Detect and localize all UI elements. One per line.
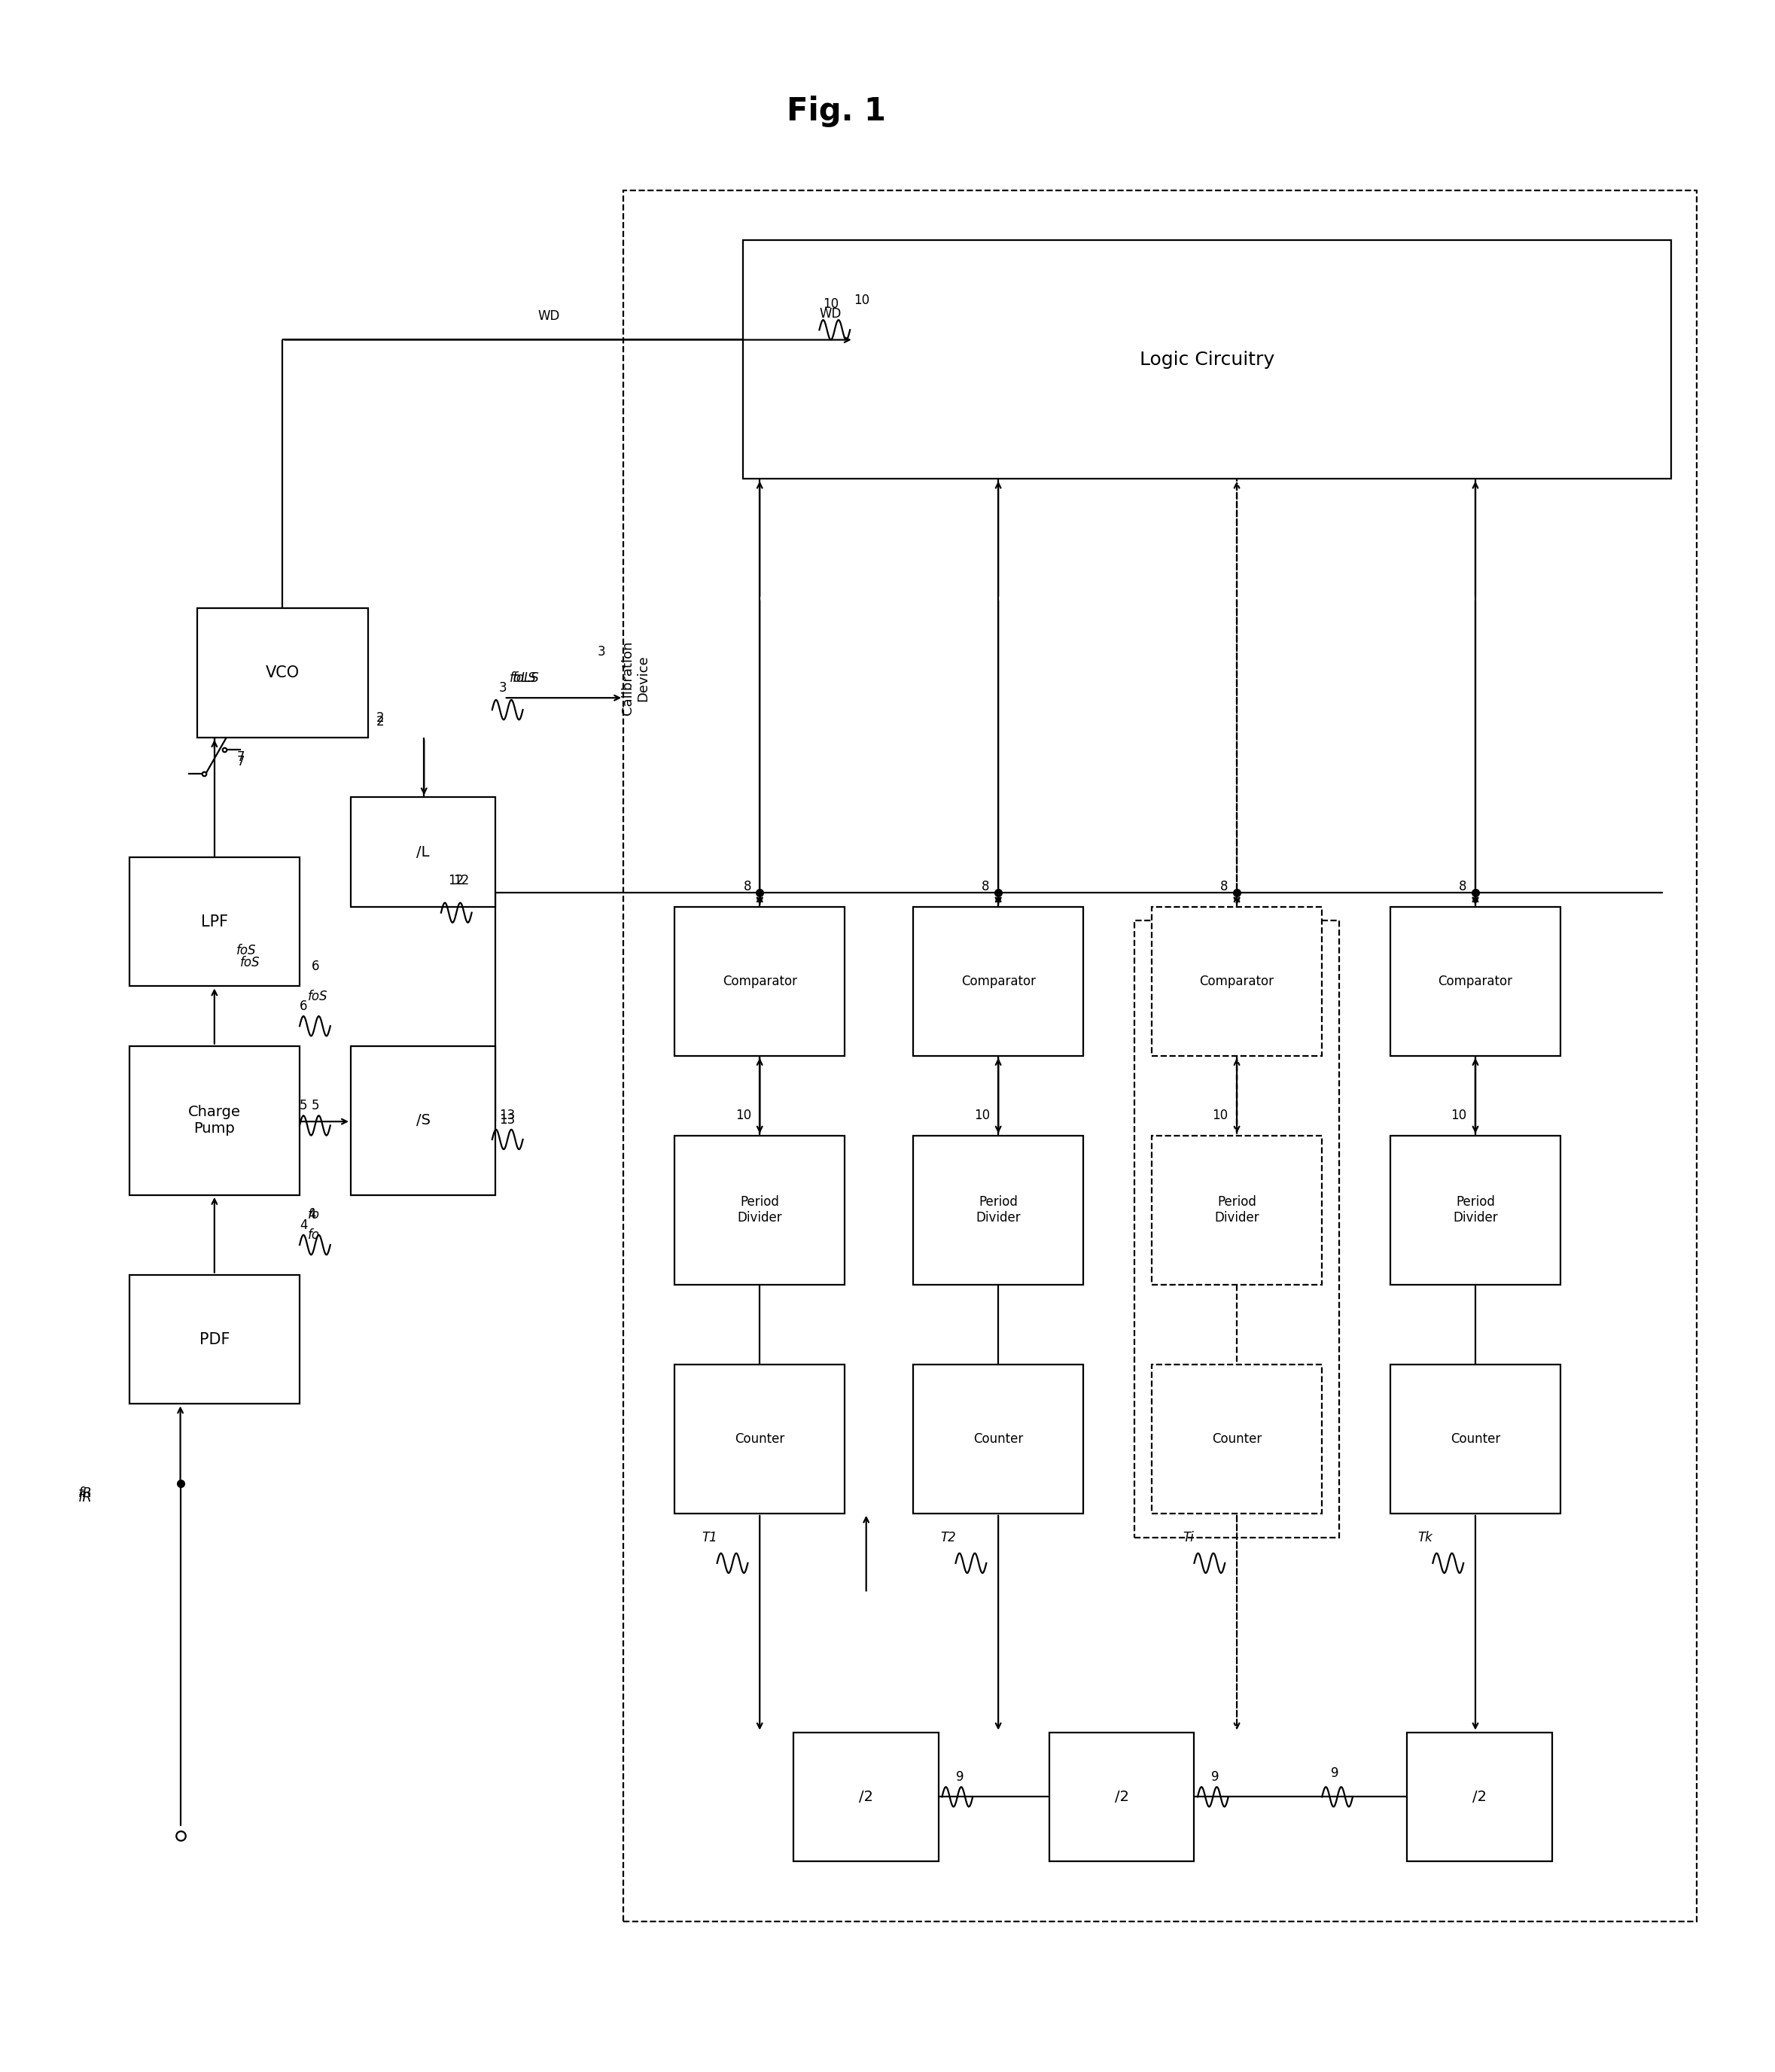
- Text: Period
Divider: Period Divider: [737, 1196, 783, 1225]
- Text: Counter: Counter: [735, 1432, 785, 1446]
- Text: foLS: foLS: [509, 671, 536, 684]
- Text: WD: WD: [820, 307, 841, 321]
- Text: fR: fR: [78, 1488, 92, 1500]
- Text: Comparator: Comparator: [960, 974, 1035, 988]
- Text: 5: 5: [312, 1098, 320, 1113]
- FancyBboxPatch shape: [912, 1363, 1083, 1513]
- Text: 10: 10: [824, 296, 838, 311]
- Text: 9: 9: [1331, 1765, 1338, 1780]
- Text: 9: 9: [955, 1769, 964, 1784]
- Text: VCO: VCO: [266, 665, 300, 680]
- Text: Logic Circuitry: Logic Circuitry: [1140, 350, 1274, 369]
- FancyBboxPatch shape: [1152, 1363, 1322, 1513]
- Text: 10: 10: [735, 1109, 751, 1123]
- FancyBboxPatch shape: [130, 858, 300, 986]
- Text: T2: T2: [941, 1531, 955, 1544]
- Text: 3: 3: [499, 682, 508, 694]
- Text: 7: 7: [236, 750, 245, 765]
- Text: Comparator: Comparator: [722, 974, 797, 988]
- FancyBboxPatch shape: [130, 1046, 300, 1196]
- FancyBboxPatch shape: [742, 240, 1672, 479]
- Text: 8: 8: [1459, 881, 1466, 893]
- Text: 8: 8: [744, 881, 751, 893]
- Text: Period
Divider: Period Divider: [976, 1196, 1021, 1225]
- FancyBboxPatch shape: [674, 1363, 845, 1513]
- Text: Period
Divider: Period Divider: [1214, 1196, 1258, 1225]
- Text: /2: /2: [1115, 1790, 1129, 1805]
- Text: 10: 10: [1212, 1109, 1228, 1123]
- FancyBboxPatch shape: [1152, 908, 1322, 1057]
- Text: 13: 13: [499, 1109, 515, 1123]
- Text: 4: 4: [309, 1208, 316, 1222]
- Text: Comparator: Comparator: [1200, 974, 1274, 988]
- Text: fo: fo: [309, 1208, 320, 1222]
- FancyBboxPatch shape: [1390, 1135, 1560, 1285]
- Text: 10: 10: [854, 294, 870, 307]
- FancyBboxPatch shape: [912, 908, 1083, 1057]
- Text: Charge
Pump: Charge Pump: [188, 1104, 241, 1135]
- FancyBboxPatch shape: [130, 1274, 300, 1405]
- FancyBboxPatch shape: [674, 1135, 845, 1285]
- Text: 13: 13: [499, 1113, 515, 1127]
- FancyBboxPatch shape: [197, 609, 367, 738]
- Text: Counter: Counter: [1450, 1432, 1500, 1446]
- FancyBboxPatch shape: [351, 798, 495, 908]
- Text: Fig. 1: Fig. 1: [786, 95, 886, 126]
- Text: Period
Divider: Period Divider: [1454, 1196, 1498, 1225]
- Text: /S: /S: [415, 1113, 430, 1127]
- Text: 2: 2: [376, 711, 385, 725]
- FancyBboxPatch shape: [351, 1046, 495, 1196]
- Text: WD: WD: [538, 309, 561, 323]
- FancyBboxPatch shape: [1408, 1732, 1551, 1861]
- FancyBboxPatch shape: [1152, 1135, 1322, 1285]
- Text: 8: 8: [982, 881, 990, 893]
- Text: 3: 3: [598, 644, 605, 659]
- Text: LPF: LPF: [201, 914, 227, 928]
- FancyBboxPatch shape: [1390, 908, 1560, 1057]
- FancyBboxPatch shape: [793, 1732, 939, 1861]
- Text: foS: foS: [236, 943, 257, 957]
- Text: 2: 2: [376, 715, 385, 729]
- FancyBboxPatch shape: [674, 908, 845, 1057]
- Text: Counter: Counter: [973, 1432, 1022, 1446]
- Text: fR: fR: [78, 1490, 92, 1504]
- Text: foLS: foLS: [513, 671, 540, 684]
- Text: /2: /2: [859, 1790, 873, 1805]
- Text: Tk: Tk: [1418, 1531, 1432, 1544]
- Text: Ti: Ti: [1184, 1531, 1195, 1544]
- Text: Counter: Counter: [1212, 1432, 1262, 1446]
- Text: fo: fo: [309, 1229, 320, 1241]
- Text: foS: foS: [309, 990, 328, 1003]
- Text: 10: 10: [974, 1109, 990, 1123]
- Text: Comparator: Comparator: [1438, 974, 1512, 988]
- FancyBboxPatch shape: [1390, 1363, 1560, 1513]
- FancyBboxPatch shape: [1049, 1732, 1195, 1861]
- Text: 9: 9: [1211, 1769, 1219, 1784]
- Text: 4: 4: [300, 1218, 307, 1231]
- Text: 6: 6: [300, 999, 307, 1013]
- Text: 10: 10: [1450, 1109, 1466, 1123]
- Text: 5: 5: [300, 1098, 307, 1113]
- Text: /2: /2: [1473, 1790, 1487, 1805]
- Text: 8: 8: [1221, 881, 1228, 893]
- Text: Calibration
Device: Calibration Device: [621, 640, 650, 715]
- Text: T1: T1: [701, 1531, 717, 1544]
- Text: PDF: PDF: [199, 1332, 229, 1347]
- Text: /L: /L: [417, 845, 430, 860]
- Text: 6: 6: [312, 959, 320, 974]
- Text: 12: 12: [447, 874, 463, 887]
- Text: 12: 12: [453, 874, 469, 887]
- Text: 7: 7: [236, 754, 245, 769]
- Text: foS: foS: [240, 955, 259, 970]
- FancyBboxPatch shape: [912, 1135, 1083, 1285]
